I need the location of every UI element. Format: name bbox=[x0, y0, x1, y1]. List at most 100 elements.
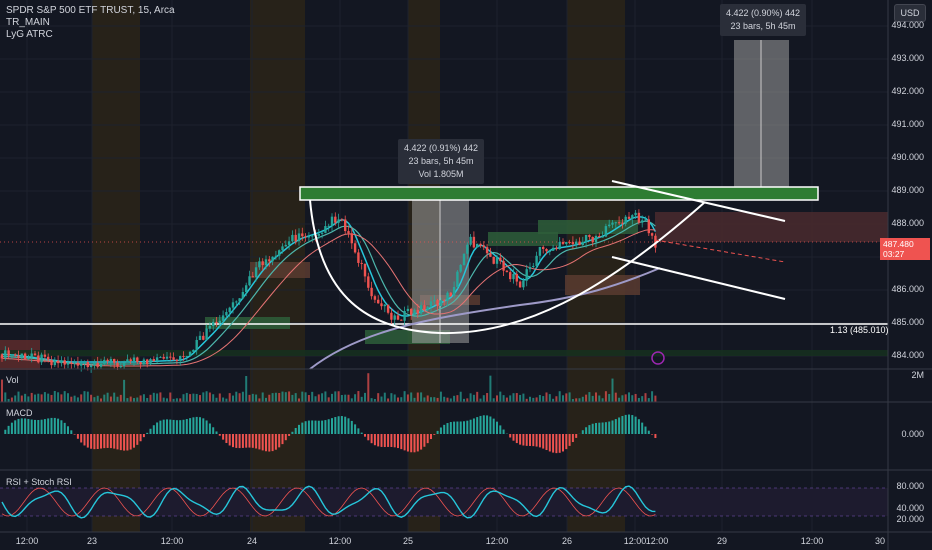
macd-bar bbox=[96, 434, 99, 449]
macd-bar bbox=[129, 434, 132, 450]
candle-body bbox=[4, 350, 7, 359]
candle-body bbox=[641, 220, 644, 223]
candle-body bbox=[73, 362, 76, 364]
volume-bar bbox=[360, 396, 363, 402]
volume-bar bbox=[208, 392, 211, 402]
candle-body bbox=[443, 300, 446, 302]
volume-bar bbox=[311, 391, 314, 402]
volume-bar bbox=[502, 395, 505, 402]
macd-bar bbox=[4, 429, 7, 434]
price-tick: 488.000 bbox=[891, 218, 924, 228]
macd-bar bbox=[568, 434, 571, 446]
macd-bar bbox=[350, 420, 353, 434]
macd-bar bbox=[24, 418, 27, 434]
macd-bar bbox=[548, 434, 551, 452]
macd-bar bbox=[624, 414, 627, 434]
macd-bar bbox=[439, 427, 442, 434]
macd-bar bbox=[258, 434, 261, 450]
candle-body bbox=[228, 307, 231, 313]
macd-bar bbox=[139, 434, 142, 442]
volume-bar bbox=[189, 394, 192, 402]
candle-body bbox=[317, 233, 320, 236]
candle-body bbox=[581, 241, 584, 246]
macd-bar bbox=[67, 426, 69, 434]
macd-bar bbox=[113, 434, 116, 449]
candle-body bbox=[53, 360, 56, 366]
volume-bar bbox=[601, 398, 604, 402]
candle-body bbox=[103, 359, 106, 365]
candle-body bbox=[472, 236, 476, 248]
macd-bar bbox=[420, 434, 423, 450]
macd-bar bbox=[73, 434, 76, 435]
macd-bar bbox=[106, 434, 109, 448]
candle-body bbox=[7, 350, 10, 356]
macd-bar bbox=[512, 434, 515, 441]
candle-body bbox=[482, 245, 485, 248]
volume-bar bbox=[116, 396, 119, 402]
tooltip-left-change: 4.422 (0.91%) 442 bbox=[404, 143, 479, 153]
macd-bar bbox=[489, 416, 492, 434]
indicator-lyg-atrc[interactable]: LyG ATRC bbox=[6, 29, 53, 40]
volume-bar bbox=[185, 392, 188, 402]
macd-bar bbox=[324, 420, 327, 434]
candle-body bbox=[185, 355, 188, 357]
candle-body bbox=[225, 312, 228, 316]
volume-bar bbox=[397, 397, 399, 402]
indicator-tr-main[interactable]: TR_MAIN bbox=[6, 17, 50, 28]
macd-bar bbox=[159, 420, 162, 434]
candle-body bbox=[284, 244, 287, 247]
volume-bar bbox=[512, 393, 515, 402]
candle-body bbox=[139, 362, 142, 365]
rsi-pane-label[interactable]: RSI + Stoch RSI bbox=[6, 477, 72, 487]
macd-bar bbox=[166, 419, 168, 434]
volume-bar bbox=[129, 396, 132, 402]
volume-pane-label[interactable]: Vol bbox=[6, 375, 19, 385]
volume-bar bbox=[126, 398, 129, 402]
candle-body bbox=[350, 233, 353, 244]
macd-pane-label[interactable]: MACD bbox=[6, 408, 33, 418]
macd-bar bbox=[644, 426, 647, 434]
volume-bar bbox=[43, 392, 46, 402]
volume-bar bbox=[588, 392, 591, 402]
volume-bar bbox=[139, 395, 142, 402]
time-tick: 24 bbox=[246, 536, 258, 546]
macd-bar bbox=[562, 434, 564, 452]
candle-body bbox=[512, 274, 515, 280]
price-tick: 492.000 bbox=[891, 86, 924, 96]
volume-bar bbox=[522, 393, 525, 402]
symbol-title[interactable]: SPDR S&P 500 ETF TRUST, 15, Arca bbox=[6, 5, 175, 16]
volume-bar bbox=[350, 398, 353, 402]
macd-bar bbox=[301, 422, 304, 434]
volume-bar bbox=[472, 394, 475, 402]
macd-bar bbox=[529, 434, 531, 446]
macd-bar bbox=[20, 418, 23, 434]
volume-bar bbox=[7, 398, 10, 402]
volume-bar bbox=[245, 376, 248, 402]
candle-body bbox=[320, 232, 324, 234]
macd-bar bbox=[228, 434, 231, 446]
macd-bar bbox=[195, 416, 198, 434]
tooltip-left-bars: 23 bars, 5h 45m bbox=[408, 156, 474, 166]
macd-bar bbox=[321, 420, 324, 434]
currency-button[interactable]: USD bbox=[894, 4, 926, 22]
macd-bar bbox=[410, 434, 413, 453]
zone-box bbox=[250, 262, 310, 278]
candle-body bbox=[380, 303, 383, 307]
macd-bar bbox=[43, 419, 46, 434]
rsi-axis-20: 20.000 bbox=[896, 514, 924, 524]
macd-bar bbox=[189, 418, 192, 434]
volume-bar bbox=[469, 393, 472, 402]
macd-bar bbox=[373, 434, 376, 446]
macd-bar bbox=[344, 416, 347, 434]
macd-bar bbox=[446, 423, 449, 434]
candle-body bbox=[344, 219, 347, 232]
volume-bar bbox=[604, 391, 607, 402]
volume-bar bbox=[562, 395, 564, 402]
candle-body bbox=[367, 276, 370, 288]
candle-body bbox=[373, 296, 377, 300]
volume-bar bbox=[182, 394, 185, 402]
volume-bar bbox=[93, 397, 96, 402]
volume-bar bbox=[456, 395, 459, 402]
macd-bar bbox=[162, 419, 165, 434]
